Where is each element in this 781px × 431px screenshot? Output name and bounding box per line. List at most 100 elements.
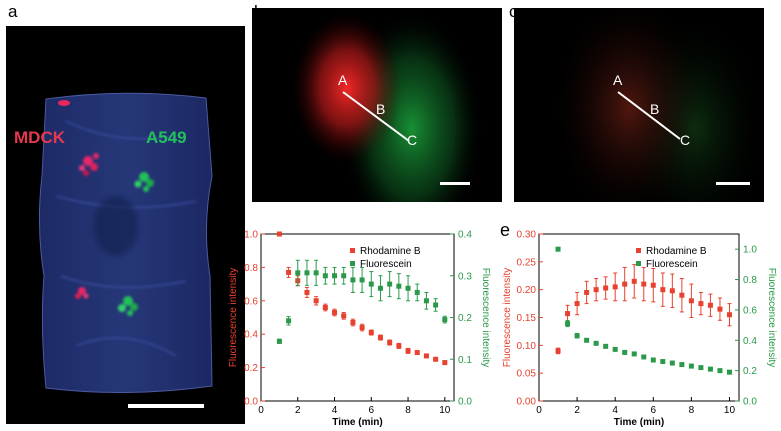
data-point — [641, 281, 647, 287]
x-tick-label: 10 — [439, 405, 451, 416]
data-point — [286, 269, 292, 275]
point-b-label: B — [650, 101, 660, 117]
y-left-tick-label: 0.8 — [244, 263, 258, 274]
point-a-label: A — [613, 72, 623, 88]
panel-letter-a: a — [8, 2, 18, 21]
data-point — [660, 359, 666, 365]
data-point — [332, 273, 338, 279]
data-point — [423, 298, 429, 304]
data-point — [612, 346, 618, 352]
x-tick-label: 0 — [536, 405, 542, 416]
data-point — [679, 292, 685, 298]
panel-a-image — [38, 92, 213, 408]
data-point — [698, 301, 704, 307]
data-point — [368, 330, 374, 336]
y-left-tick-label: 0.10 — [517, 341, 537, 352]
data-point — [341, 273, 347, 279]
y-left-tick-label: 0.05 — [517, 369, 537, 380]
line-abc-b — [342, 91, 410, 142]
data-point — [631, 351, 637, 357]
panel-b-micrograph: A B C — [252, 8, 502, 202]
legend-marker — [350, 248, 355, 253]
data-point — [368, 281, 374, 287]
x-tick-label: 4 — [332, 405, 338, 416]
mdck-label: MDCK — [14, 128, 65, 147]
data-point — [650, 357, 656, 363]
panel-c-image — [554, 8, 764, 202]
x-tick-label: 6 — [369, 405, 375, 416]
data-point — [304, 289, 310, 295]
x-tick-label: 8 — [405, 405, 411, 416]
data-point — [726, 312, 732, 318]
data-point — [396, 283, 402, 289]
data-point — [574, 301, 580, 307]
point-c-label: C — [407, 132, 418, 148]
y-right-tick-label: 0.8 — [743, 275, 757, 286]
y-left-tick-label: 0.00 — [517, 397, 537, 408]
y-left-axis-label: Fluorescence intensity — [502, 268, 513, 368]
data-point — [555, 348, 561, 354]
data-point — [565, 311, 571, 317]
chart-d: 0 2 4 6 8 10 Time (min) 0.0 0.2 0.4 0.6 0.8 1.0 0.0 0.… — [228, 230, 491, 429]
y-left-axis-label: Fluorescence intensity — [228, 268, 239, 368]
data-point — [377, 335, 383, 341]
scale-bar-a — [128, 404, 204, 408]
rhodamine-glow-faint — [554, 8, 704, 202]
data-point — [433, 302, 439, 308]
data-point — [442, 317, 448, 323]
data-point — [707, 366, 713, 372]
data-point — [565, 321, 571, 327]
data-point — [622, 349, 628, 355]
y-right-axis-label: Fluorescence intensity — [480, 268, 491, 368]
data-point — [423, 353, 429, 359]
y-right-tick-label: 1.0 — [743, 245, 757, 256]
data-point — [726, 369, 732, 375]
a549-label: A549 — [146, 128, 187, 147]
panel-letter-c: c — [509, 2, 518, 22]
y-right-tick-label: 0.2 — [743, 366, 757, 377]
data-point — [603, 343, 609, 349]
data-point — [660, 287, 666, 293]
data-point — [603, 285, 609, 291]
data-point — [584, 289, 590, 295]
data-point — [387, 281, 393, 287]
legend-label: Rhodamine B — [646, 246, 707, 257]
mdck-cluster-1 — [79, 153, 99, 176]
data-point — [631, 278, 637, 284]
mdck-spot-top — [58, 100, 70, 106]
y-left-tick-label: 0.6 — [244, 296, 258, 307]
data-point — [414, 289, 420, 295]
data-point — [387, 340, 393, 346]
y-left-tick-label: 0.20 — [517, 285, 537, 296]
data-point — [286, 318, 292, 324]
mdck-cluster-2 — [75, 287, 89, 299]
data-point — [276, 231, 282, 237]
chart-e: 0 2 4 6 8 10 Time (min) 0.00 0.05 0.10 0.15 0.20 0.2… — [502, 230, 777, 429]
data-point — [396, 343, 402, 349]
data-point — [593, 340, 599, 346]
line-abc-c — [617, 91, 681, 140]
data-point — [698, 365, 704, 371]
panel-b-image — [292, 13, 482, 202]
data-point — [359, 325, 365, 331]
y-left-tick-label: 0.2 — [244, 363, 258, 374]
y-right-tick-label: 0.2 — [458, 313, 472, 324]
data-point — [584, 337, 590, 343]
data-point — [377, 285, 383, 291]
data-point — [405, 285, 411, 291]
data-point — [612, 284, 618, 290]
point-a-label: A — [338, 72, 348, 88]
data-point — [650, 282, 656, 288]
data-point — [313, 298, 319, 304]
legend-marker — [636, 261, 641, 266]
data-point — [341, 313, 347, 319]
data-point — [593, 287, 599, 293]
a549-cluster-2 — [118, 296, 138, 316]
legend-marker — [636, 248, 641, 253]
rhodamine-glow — [292, 13, 402, 163]
legend-label: Fluorescein — [646, 259, 698, 270]
legend-label: Fluorescein — [360, 259, 412, 270]
x-tick-label: 0 — [258, 405, 264, 416]
y-left-tick-label: 0.30 — [517, 230, 537, 241]
y-right-tick-label: 0.0 — [743, 397, 757, 408]
